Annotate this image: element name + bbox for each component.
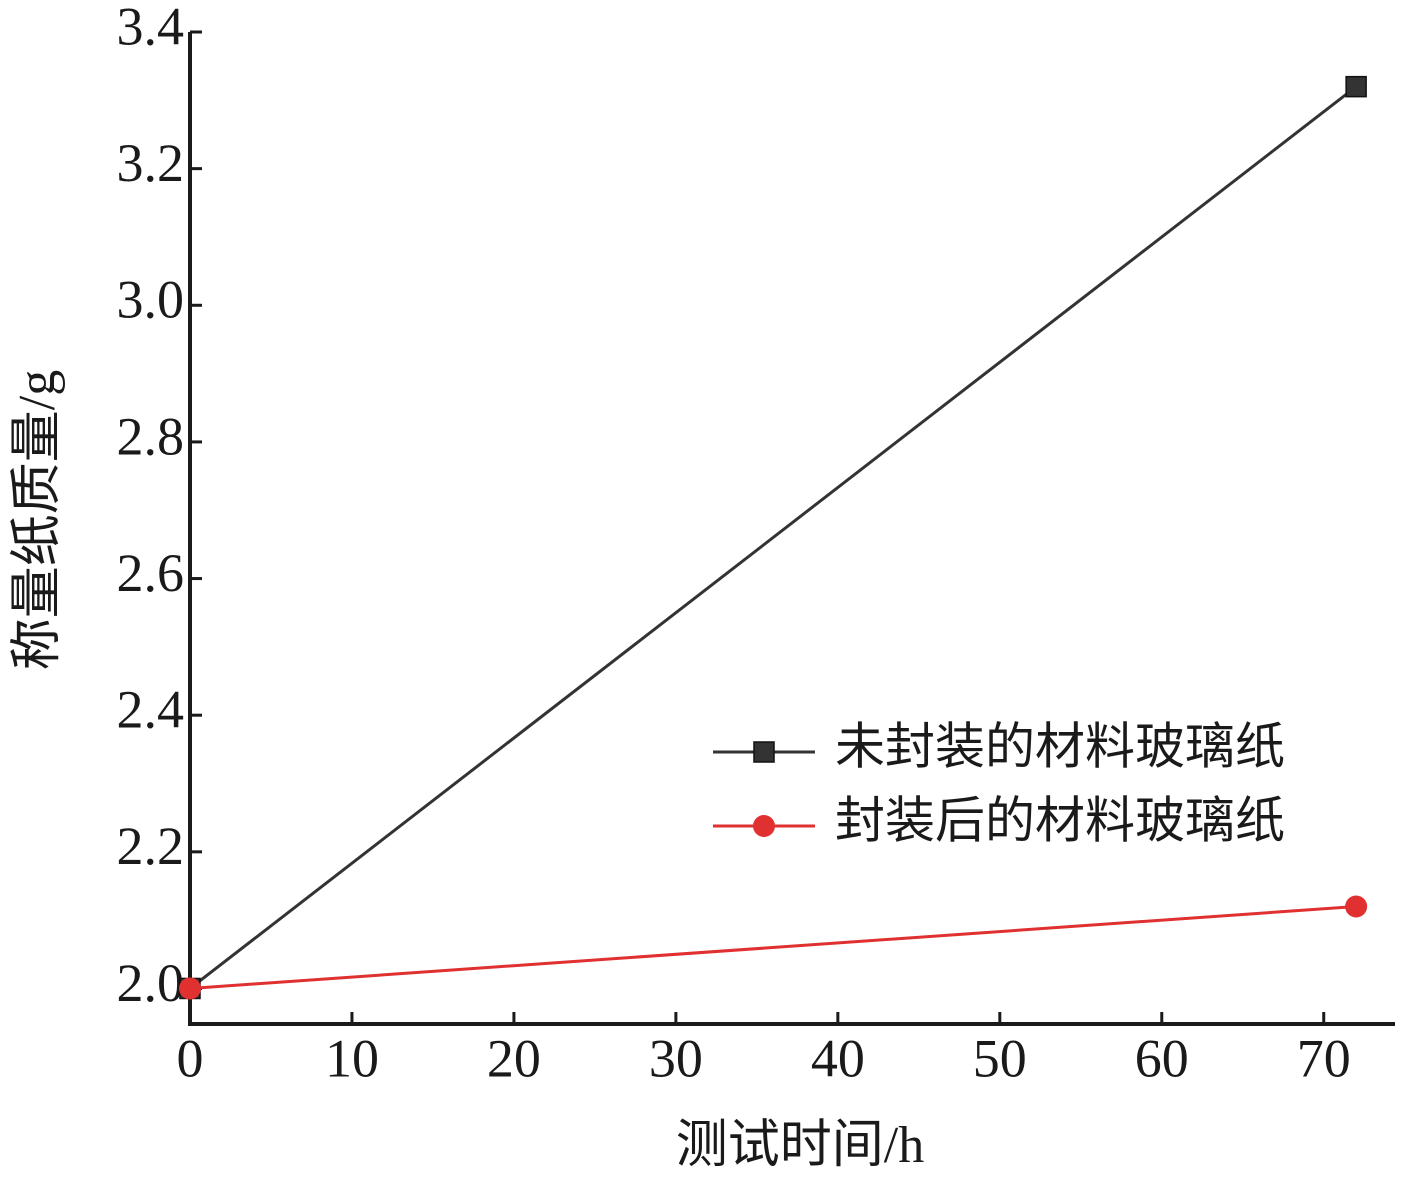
- y-tick-label: 2.2: [117, 816, 185, 876]
- x-tick-label: 30: [649, 1028, 703, 1088]
- data-point: [1345, 895, 1368, 918]
- y-tick-label: 2.6: [117, 543, 185, 603]
- x-tick-label: 60: [1135, 1028, 1189, 1088]
- series-line: [189, 904, 1357, 990]
- y-tick-label: 2.0: [117, 953, 185, 1013]
- legend-label: 封装后的材料玻璃纸: [835, 792, 1285, 848]
- legend-marker: [753, 815, 775, 837]
- y-tick-label: 3.0: [117, 270, 185, 330]
- legend-label: 未封装的材料玻璃纸: [835, 718, 1285, 774]
- series-line: [189, 85, 1358, 990]
- x-tick-label: 10: [325, 1028, 379, 1088]
- legend-marker: [753, 741, 775, 763]
- data-point: [179, 977, 201, 1000]
- x-tick-label: 70: [1297, 1028, 1351, 1088]
- y-tick-label: 3.2: [117, 133, 185, 193]
- y-tick-label: 2.4: [117, 680, 185, 740]
- x-tick-label: 40: [811, 1028, 865, 1088]
- data-point: [1345, 75, 1367, 98]
- x-tick-label: 50: [973, 1028, 1027, 1088]
- y-tick-label: 3.4: [117, 0, 185, 56]
- y-tick-label: 2.8: [117, 406, 185, 466]
- x-tick-label: 20: [487, 1028, 541, 1088]
- x-axis-title: 测试时间/h: [676, 1117, 924, 1174]
- x-tick-label: 0: [177, 1028, 204, 1088]
- y-axis-title: 称量纸质量/g: [9, 370, 66, 670]
